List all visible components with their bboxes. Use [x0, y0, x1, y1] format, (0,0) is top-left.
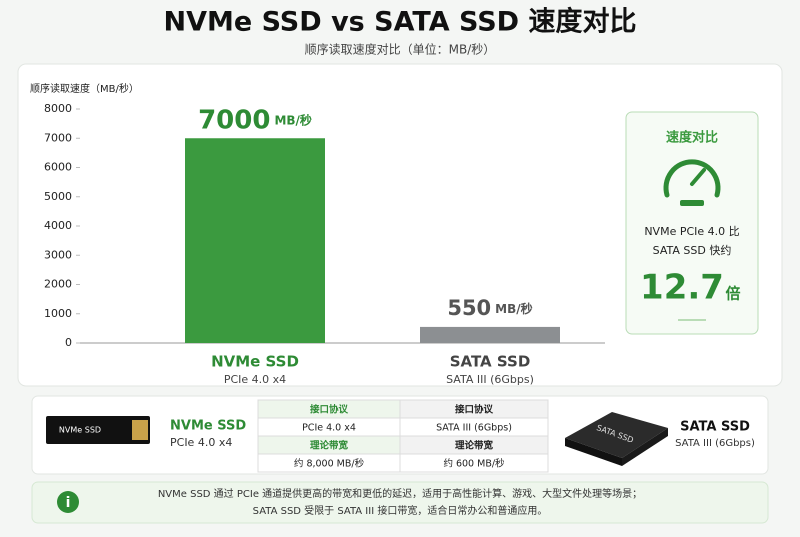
speed-panel [625, 111, 759, 335]
table-header: 理论带宽 [455, 440, 494, 452]
value-number: 7000 [198, 105, 270, 135]
gauge-icon [663, 159, 721, 206]
sata-image: SATA SSD [565, 412, 668, 466]
bar [420, 326, 560, 343]
x-tick-label: SATA SSD [450, 353, 531, 371]
panel-title: 速度对比 [666, 130, 718, 146]
table-value: PCIe 4.0 x4 [302, 423, 356, 434]
y-tick-label: 8000 [44, 102, 72, 115]
table-header: 接口协议 [455, 404, 494, 416]
nvme-image: NVMe SSD [46, 416, 150, 444]
note-line: NVMe SSD 通过 PCIe 通道提供更高的带宽和更低的延迟，适用于高性能计… [158, 487, 642, 500]
table-header: 理论带宽 [310, 440, 349, 452]
info-glyph: i [66, 495, 71, 511]
product-interface: SATA III (6Gbps) [675, 438, 755, 449]
title: NVMe SSD vs SATA SSD 速度对比 [164, 6, 637, 38]
subtitle: 顺序读取速度对比（单位：MB/秒） [305, 42, 496, 57]
x-tick-label: NVMe SSD [211, 353, 299, 371]
value-number: 550 [447, 296, 491, 320]
y-tick-label: 6000 [44, 161, 72, 174]
panel-line: NVMe PCIe 4.0 比 [644, 225, 739, 238]
table-cell [399, 453, 549, 473]
table-value: 约 600 MB/秒 [443, 458, 505, 470]
ratio-unit: 倍 [725, 285, 740, 303]
table-header: 接口协议 [310, 404, 349, 416]
product-interface: PCIe 4.0 x4 [170, 436, 232, 449]
value-unit: MB/秒 [274, 112, 311, 127]
spec-table: 接口协议 接口协议 PCIe 4.0 x4 SATA III (6Gbps) 理论带宽 理… [257, 399, 549, 473]
y-tick-label: 2000 [44, 278, 72, 291]
table-value: 约 8,000 MB/秒 [294, 458, 365, 470]
y-tick-label: 7000 [44, 131, 72, 144]
x-tick-sublabel: PCIe 4.0 x4 [224, 373, 286, 386]
value-unit: MB/秒 [495, 300, 532, 315]
device-label: NVMe SSD [59, 426, 101, 435]
table-value: SATA III (6Gbps) [436, 423, 512, 434]
value-label: 550 MB/秒 [447, 296, 532, 320]
y-tick-label: 0 [65, 336, 72, 349]
bar [185, 138, 325, 343]
y-tick-label: 5000 [44, 190, 72, 203]
value-label: 7000 MB/秒 [198, 105, 312, 135]
product-name: NVMe SSD [170, 419, 246, 434]
info-icon [57, 491, 79, 513]
plot: 0 1000 2000 3000 4000 5000 6000 7000 8000 NVMe SS… [44, 102, 560, 386]
panel-line: SATA SSD 快约 [653, 244, 732, 257]
product-name: SATA SSD [680, 420, 750, 435]
y-tick-label: 3000 [44, 248, 72, 261]
y-tick-label: 4000 [44, 219, 72, 232]
note-box [31, 481, 769, 524]
y-axis-label: 顺序读取速度（MB/秒） [30, 82, 139, 95]
ratio: 12.7 [640, 268, 724, 308]
y-tick-label: 1000 [44, 307, 72, 320]
note-line: SATA SSD 受限于 SATA III 接口带宽，适合日常办公和普通应用。 [253, 504, 548, 517]
x-tick-sublabel: SATA III (6Gbps) [446, 373, 534, 386]
